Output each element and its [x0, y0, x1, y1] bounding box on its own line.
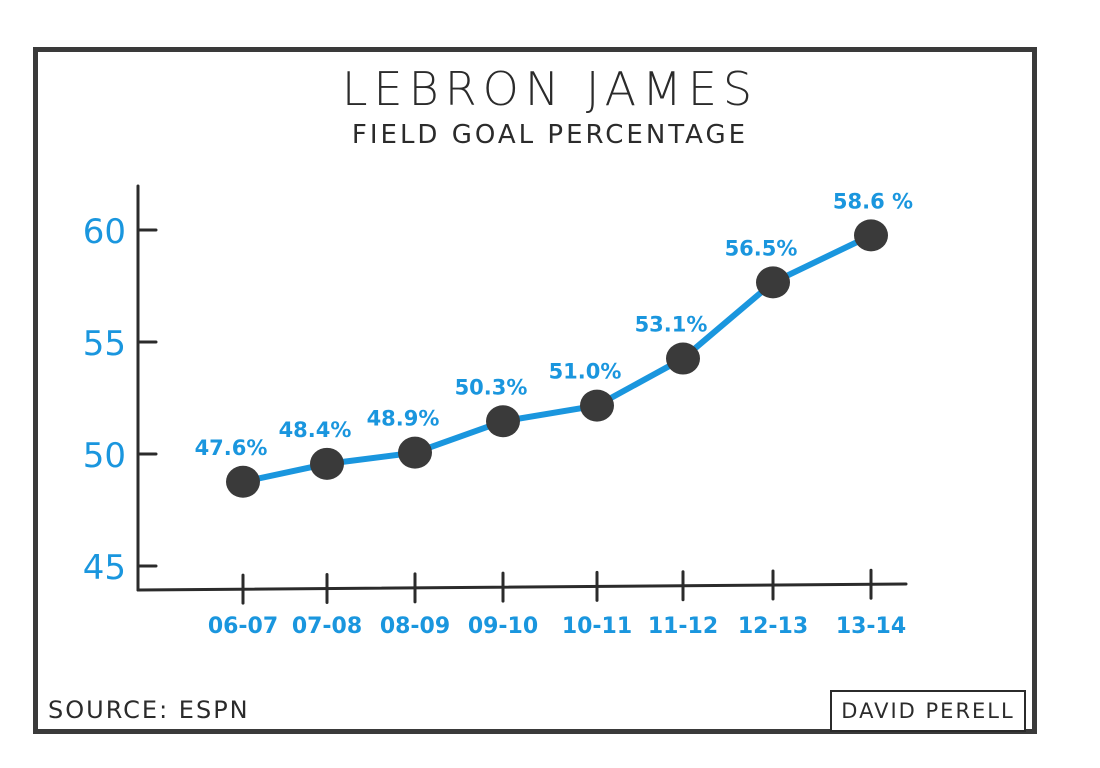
credit-box: DAVID PERELL: [830, 690, 1026, 732]
data-point: [756, 266, 790, 299]
data-label: 47.6%: [195, 436, 268, 460]
data-point: [226, 465, 260, 498]
x-tick-label: 12-13: [738, 614, 808, 639]
x-tick-label: 07-08: [292, 614, 362, 639]
data-label: 51.0%: [549, 360, 622, 384]
data-point: [666, 342, 700, 375]
data-label: 48.9%: [367, 407, 440, 431]
data-label: 50.3%: [455, 375, 528, 399]
data-point: [398, 436, 432, 469]
x-axis: [136, 582, 908, 592]
x-tick-label: 13-14: [836, 614, 906, 639]
y-tick-label: 45: [83, 548, 126, 588]
x-tick-label: 10-11: [562, 614, 632, 639]
source-note: SOURCE: ESPN: [48, 696, 250, 724]
data-point: [580, 389, 614, 422]
chart-subtitle: FIELD GOAL PERCENTAGE: [351, 120, 749, 150]
y-tick-label: 55: [83, 324, 126, 364]
x-tick-label: 09-10: [468, 614, 538, 639]
data-point: [854, 219, 888, 252]
y-tick-label: 60: [83, 212, 126, 252]
x-tick-label: 11-12: [648, 614, 718, 639]
chart-title: LEBRON JAMES: [341, 62, 759, 116]
data-point: [486, 405, 520, 438]
chart-frame: [33, 47, 1037, 734]
x-tick-label: 06-07: [208, 614, 278, 639]
data-point: [310, 447, 344, 480]
author-credit: DAVID PERELL: [841, 699, 1015, 723]
data-label: 48.4%: [279, 418, 352, 442]
x-tick-label: 08-09: [380, 614, 450, 639]
y-tick-label: 50: [83, 436, 126, 476]
data-label: 58.6 %: [833, 189, 913, 213]
data-label: 53.1%: [635, 313, 708, 337]
data-label: 56.5%: [725, 236, 798, 260]
